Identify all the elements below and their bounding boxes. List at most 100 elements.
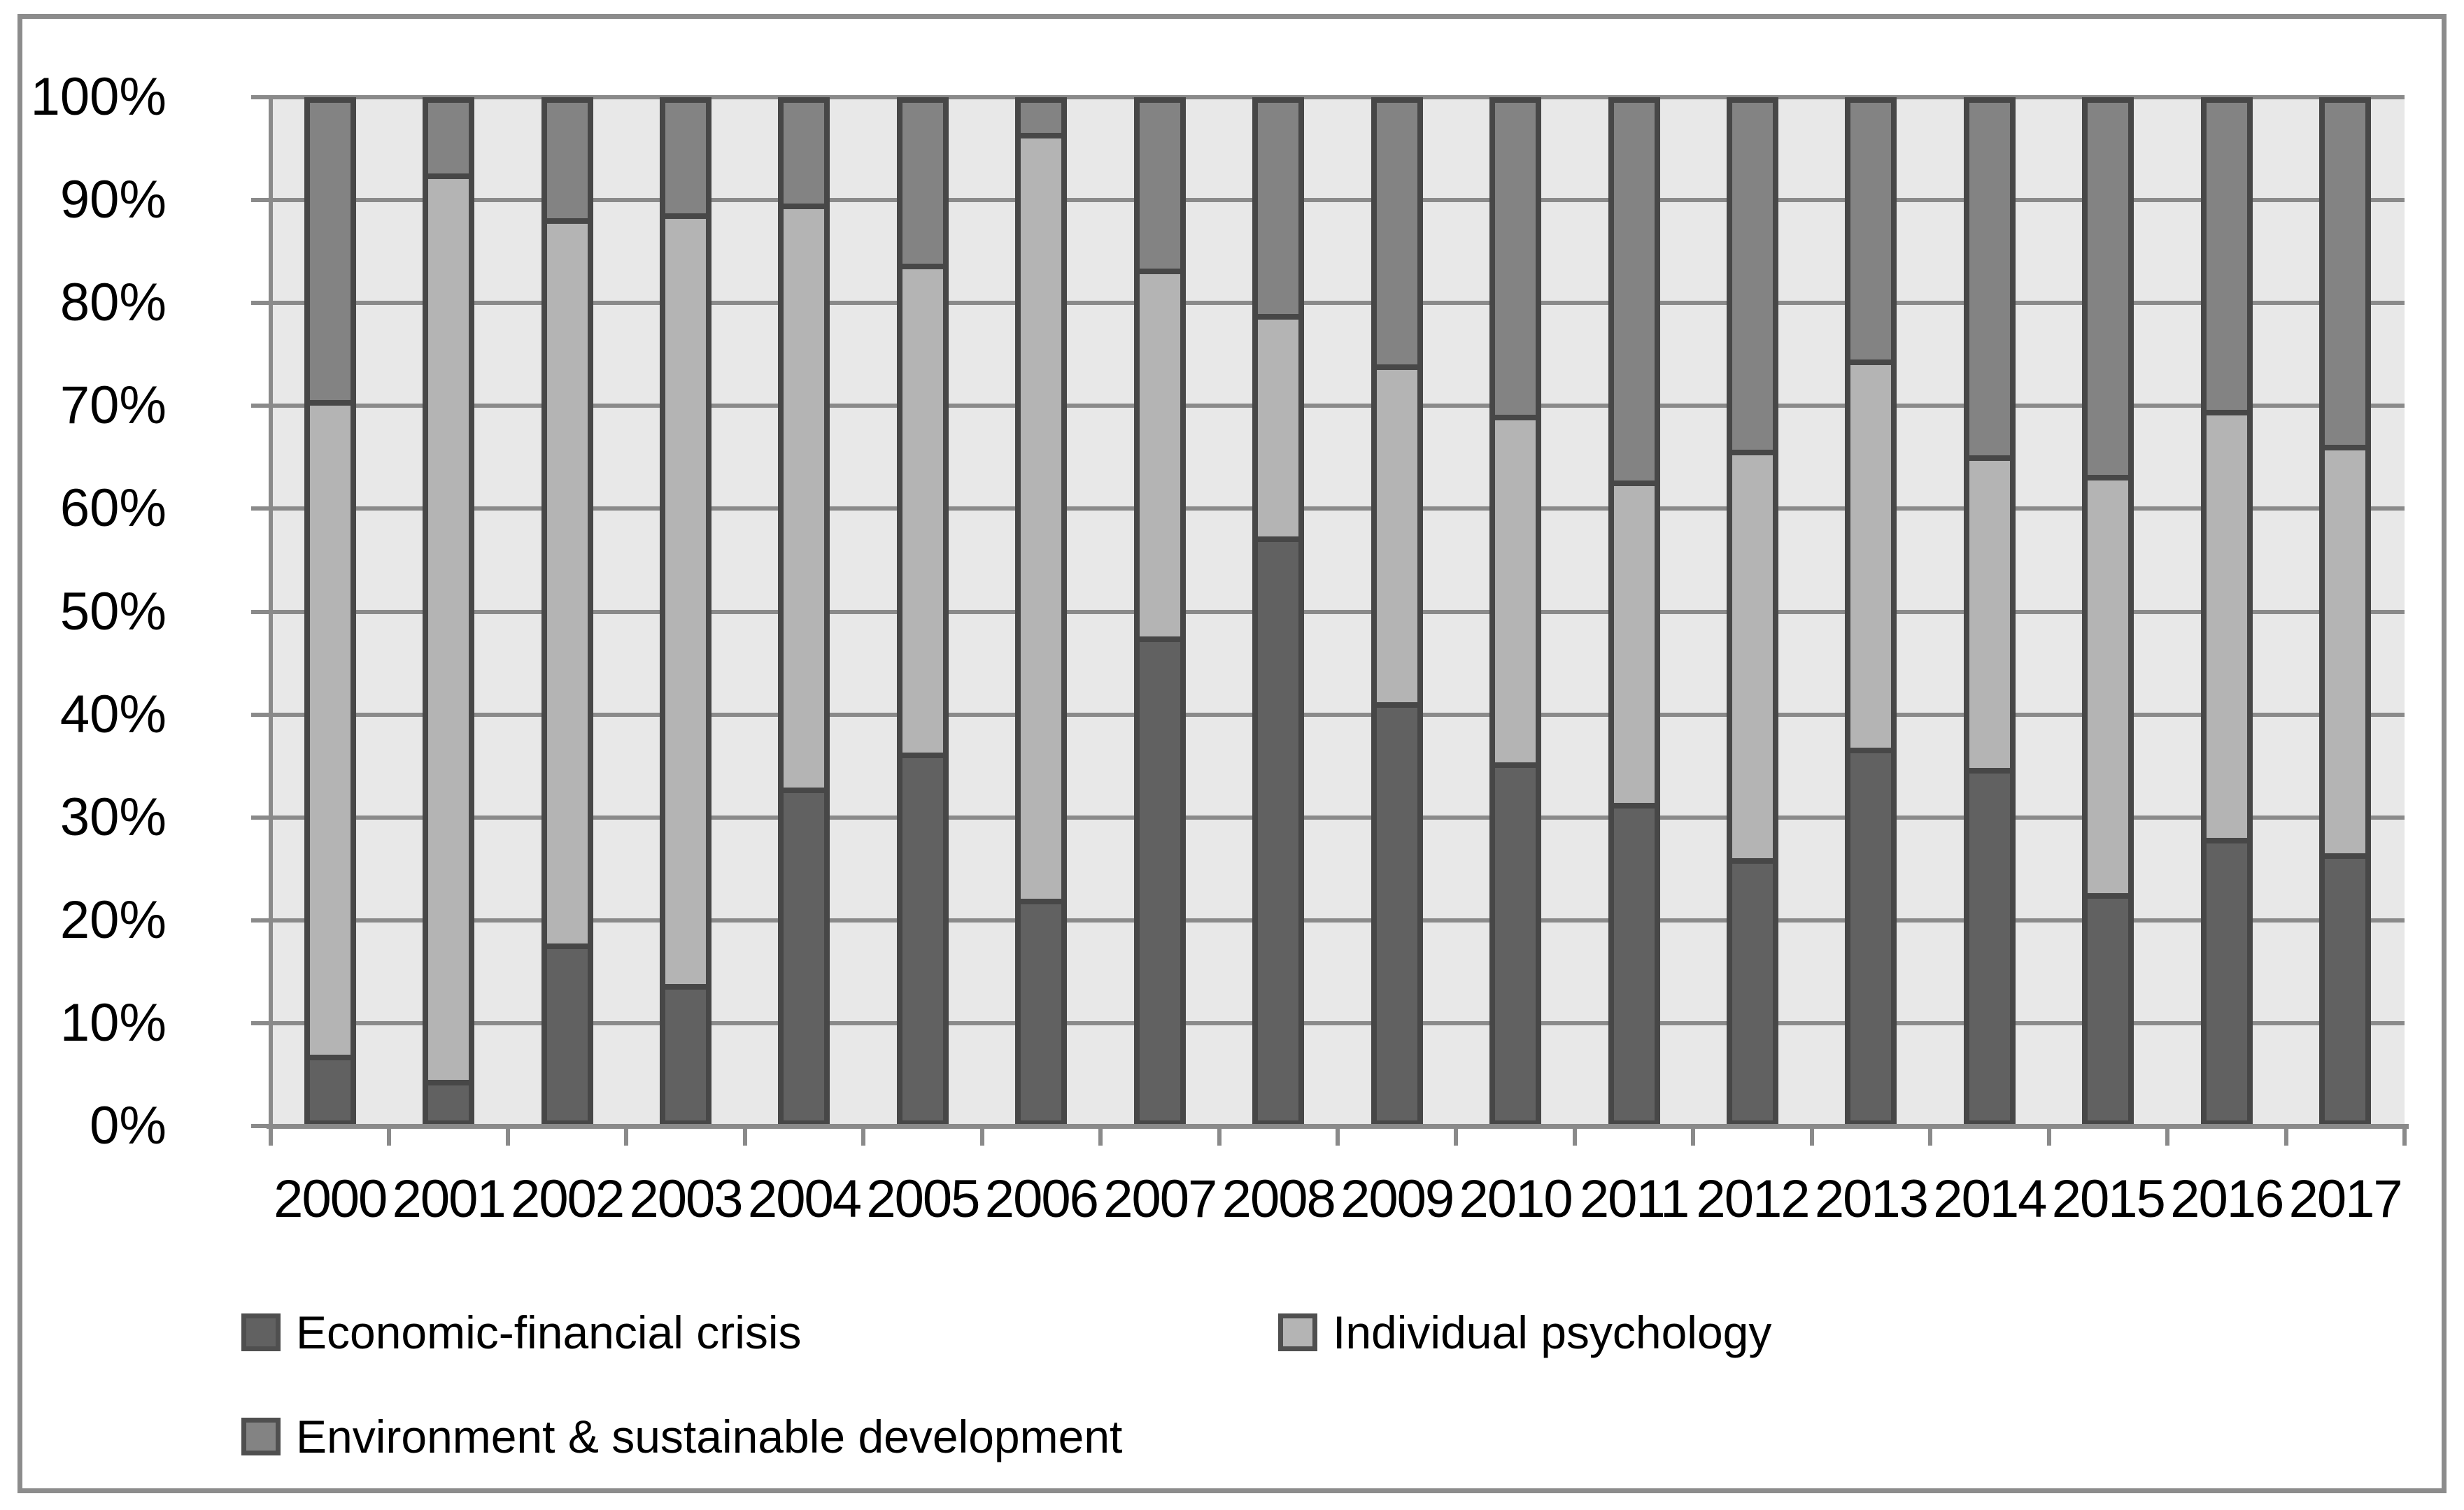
y-axis-tick-40% <box>251 712 271 717</box>
gridline-60% <box>271 506 2405 511</box>
y-axis-tick-50% <box>251 609 271 614</box>
segment-2011-environment-sustainable-development <box>1613 103 1655 480</box>
y-axis-tick-60% <box>251 506 271 511</box>
y-axis-tick-90% <box>251 198 271 203</box>
legend-swatch-environment-sustainable-development <box>241 1418 281 1455</box>
x-axis-label-2008: 2008 <box>1222 1169 1336 1229</box>
segment-2006-economic-financial-crisis <box>1021 898 1062 1120</box>
gridline-40% <box>271 712 2405 717</box>
segment-2016-environment-sustainable-development <box>2206 103 2247 410</box>
segment-2003-economic-financial-crisis <box>665 983 707 1120</box>
segment-2010-environment-sustainable-development <box>1495 103 1536 415</box>
stacked-bar-2015 <box>2082 97 2134 1126</box>
gridline-80% <box>271 301 2405 306</box>
x-axis-tick-9 <box>1336 1126 1340 1146</box>
segment-2013-environment-sustainable-development <box>1850 103 1892 359</box>
x-axis-tick-3 <box>624 1126 629 1146</box>
x-axis-label-2014: 2014 <box>1933 1169 2047 1229</box>
x-axis-tick-5 <box>861 1126 866 1146</box>
x-axis-labels: 2000 2001 2002 2003 2004 2005 2006 2007 2008 2009… <box>271 1169 2405 1230</box>
segment-2002-environment-sustainable-development <box>546 103 588 219</box>
gridline-30% <box>271 815 2405 820</box>
segment-2008-individual-psychology <box>1258 314 1299 536</box>
segment-2012-economic-financial-crisis <box>1732 858 1773 1120</box>
gridline-20% <box>271 918 2405 923</box>
bar-slot-2008 <box>1219 97 1338 1126</box>
segment-2010-individual-psychology <box>1495 415 1536 763</box>
x-axis-label-2000: 2000 <box>274 1169 388 1229</box>
x-axis-label-2012: 2012 <box>1696 1169 1810 1229</box>
segment-2008-environment-sustainable-development <box>1258 103 1299 315</box>
segment-2007-environment-sustainable-development <box>1139 103 1180 269</box>
segment-2015-environment-sustainable-development <box>2088 103 2129 476</box>
x-axis-label-2010: 2010 <box>1459 1169 1573 1229</box>
x-axis-label-2002: 2002 <box>511 1169 625 1229</box>
x-axis-label-2006: 2006 <box>984 1169 1099 1229</box>
segment-2003-individual-psychology <box>665 213 707 984</box>
legend-swatch-individual-psychology <box>1278 1313 1317 1351</box>
segment-2008-economic-financial-crisis <box>1258 536 1299 1120</box>
segment-2017-environment-sustainable-development <box>2325 103 2366 446</box>
x-axis-tick-4 <box>742 1126 747 1146</box>
bar-slot-2004 <box>745 97 863 1126</box>
x-axis-tick-7 <box>1098 1126 1103 1146</box>
segment-2000-environment-sustainable-development <box>309 103 351 400</box>
stacked-bar-2001 <box>423 97 475 1126</box>
stacked-bar-2014 <box>1963 97 2016 1126</box>
bar-slot-2010 <box>1456 97 1574 1126</box>
segment-2003-environment-sustainable-development <box>665 103 707 214</box>
segment-2001-individual-psychology <box>428 173 469 1080</box>
segment-2014-environment-sustainable-development <box>1969 103 2010 455</box>
x-axis-label-2007: 2007 <box>1103 1169 1217 1229</box>
bar-slot-2003 <box>626 97 744 1126</box>
segment-2005-individual-psychology <box>902 264 943 753</box>
bar-slot-2015 <box>2049 97 2167 1126</box>
x-axis-tick-10 <box>1454 1126 1459 1146</box>
segment-2016-economic-financial-crisis <box>2206 838 2247 1120</box>
bar-slot-2006 <box>982 97 1100 1126</box>
segment-2014-individual-psychology <box>1969 455 2010 768</box>
segment-2006-individual-psychology <box>1021 133 1062 899</box>
stacked-bar-2004 <box>778 97 830 1126</box>
bar-slot-2009 <box>1338 97 1456 1126</box>
segment-2004-economic-financial-crisis <box>784 788 825 1120</box>
gridline-100% <box>271 95 2405 99</box>
x-axis-tick-18 <box>2402 1126 2407 1146</box>
x-axis-label-2011: 2011 <box>1579 1169 1690 1229</box>
bar-slot-2013 <box>1812 97 1930 1126</box>
segment-2017-individual-psychology <box>2325 445 2366 853</box>
segment-2005-economic-financial-crisis <box>902 752 943 1120</box>
segment-2001-economic-financial-crisis <box>428 1079 469 1120</box>
y-axis-tick-30% <box>251 815 271 820</box>
stacked-bar-2017 <box>2319 97 2372 1126</box>
segment-2001-environment-sustainable-development <box>428 103 469 173</box>
segment-2010-economic-financial-crisis <box>1495 762 1536 1121</box>
segment-2004-environment-sustainable-development <box>784 103 825 204</box>
segment-2011-economic-financial-crisis <box>1613 802 1655 1120</box>
gridline-90% <box>271 198 2405 203</box>
segment-2012-individual-psychology <box>1732 450 1773 859</box>
segment-2009-environment-sustainable-development <box>1376 103 1417 365</box>
segment-2016-individual-psychology <box>2206 409 2247 839</box>
segment-2011-individual-psychology <box>1613 480 1655 803</box>
y-axis-label-30%: 30% <box>59 787 167 847</box>
legend-label-economic-financial-crisis: Economic-financial crisis <box>296 1306 802 1358</box>
legend-item-environment-sustainable-development: Environment & sustainable development <box>241 1412 1122 1461</box>
chart-frame: 0% 10% 20% 30% 40% 50% 60% 70% 80% 90% 100% 2000 20… <box>17 14 2447 1493</box>
y-axis-tick-0% <box>251 1124 271 1128</box>
bar-slot-2011 <box>1575 97 1693 1126</box>
stacked-bar-2005 <box>896 97 949 1126</box>
bar-series-container <box>271 97 2405 1126</box>
segment-2002-individual-psychology <box>546 218 588 944</box>
stacked-bar-2016 <box>2200 97 2253 1126</box>
stacked-bar-2002 <box>541 97 593 1126</box>
x-axis-label-2005: 2005 <box>866 1169 980 1229</box>
y-axis-label-70%: 70% <box>59 376 167 436</box>
segment-2017-economic-financial-crisis <box>2325 853 2366 1120</box>
stacked-bar-2010 <box>1489 97 1542 1126</box>
bar-slot-2014 <box>1930 97 2048 1126</box>
bar-slot-2000 <box>271 97 389 1126</box>
plot-area <box>271 95 2405 1126</box>
segment-2009-individual-psychology <box>1376 364 1417 703</box>
x-axis-tick-11 <box>1572 1126 1577 1146</box>
